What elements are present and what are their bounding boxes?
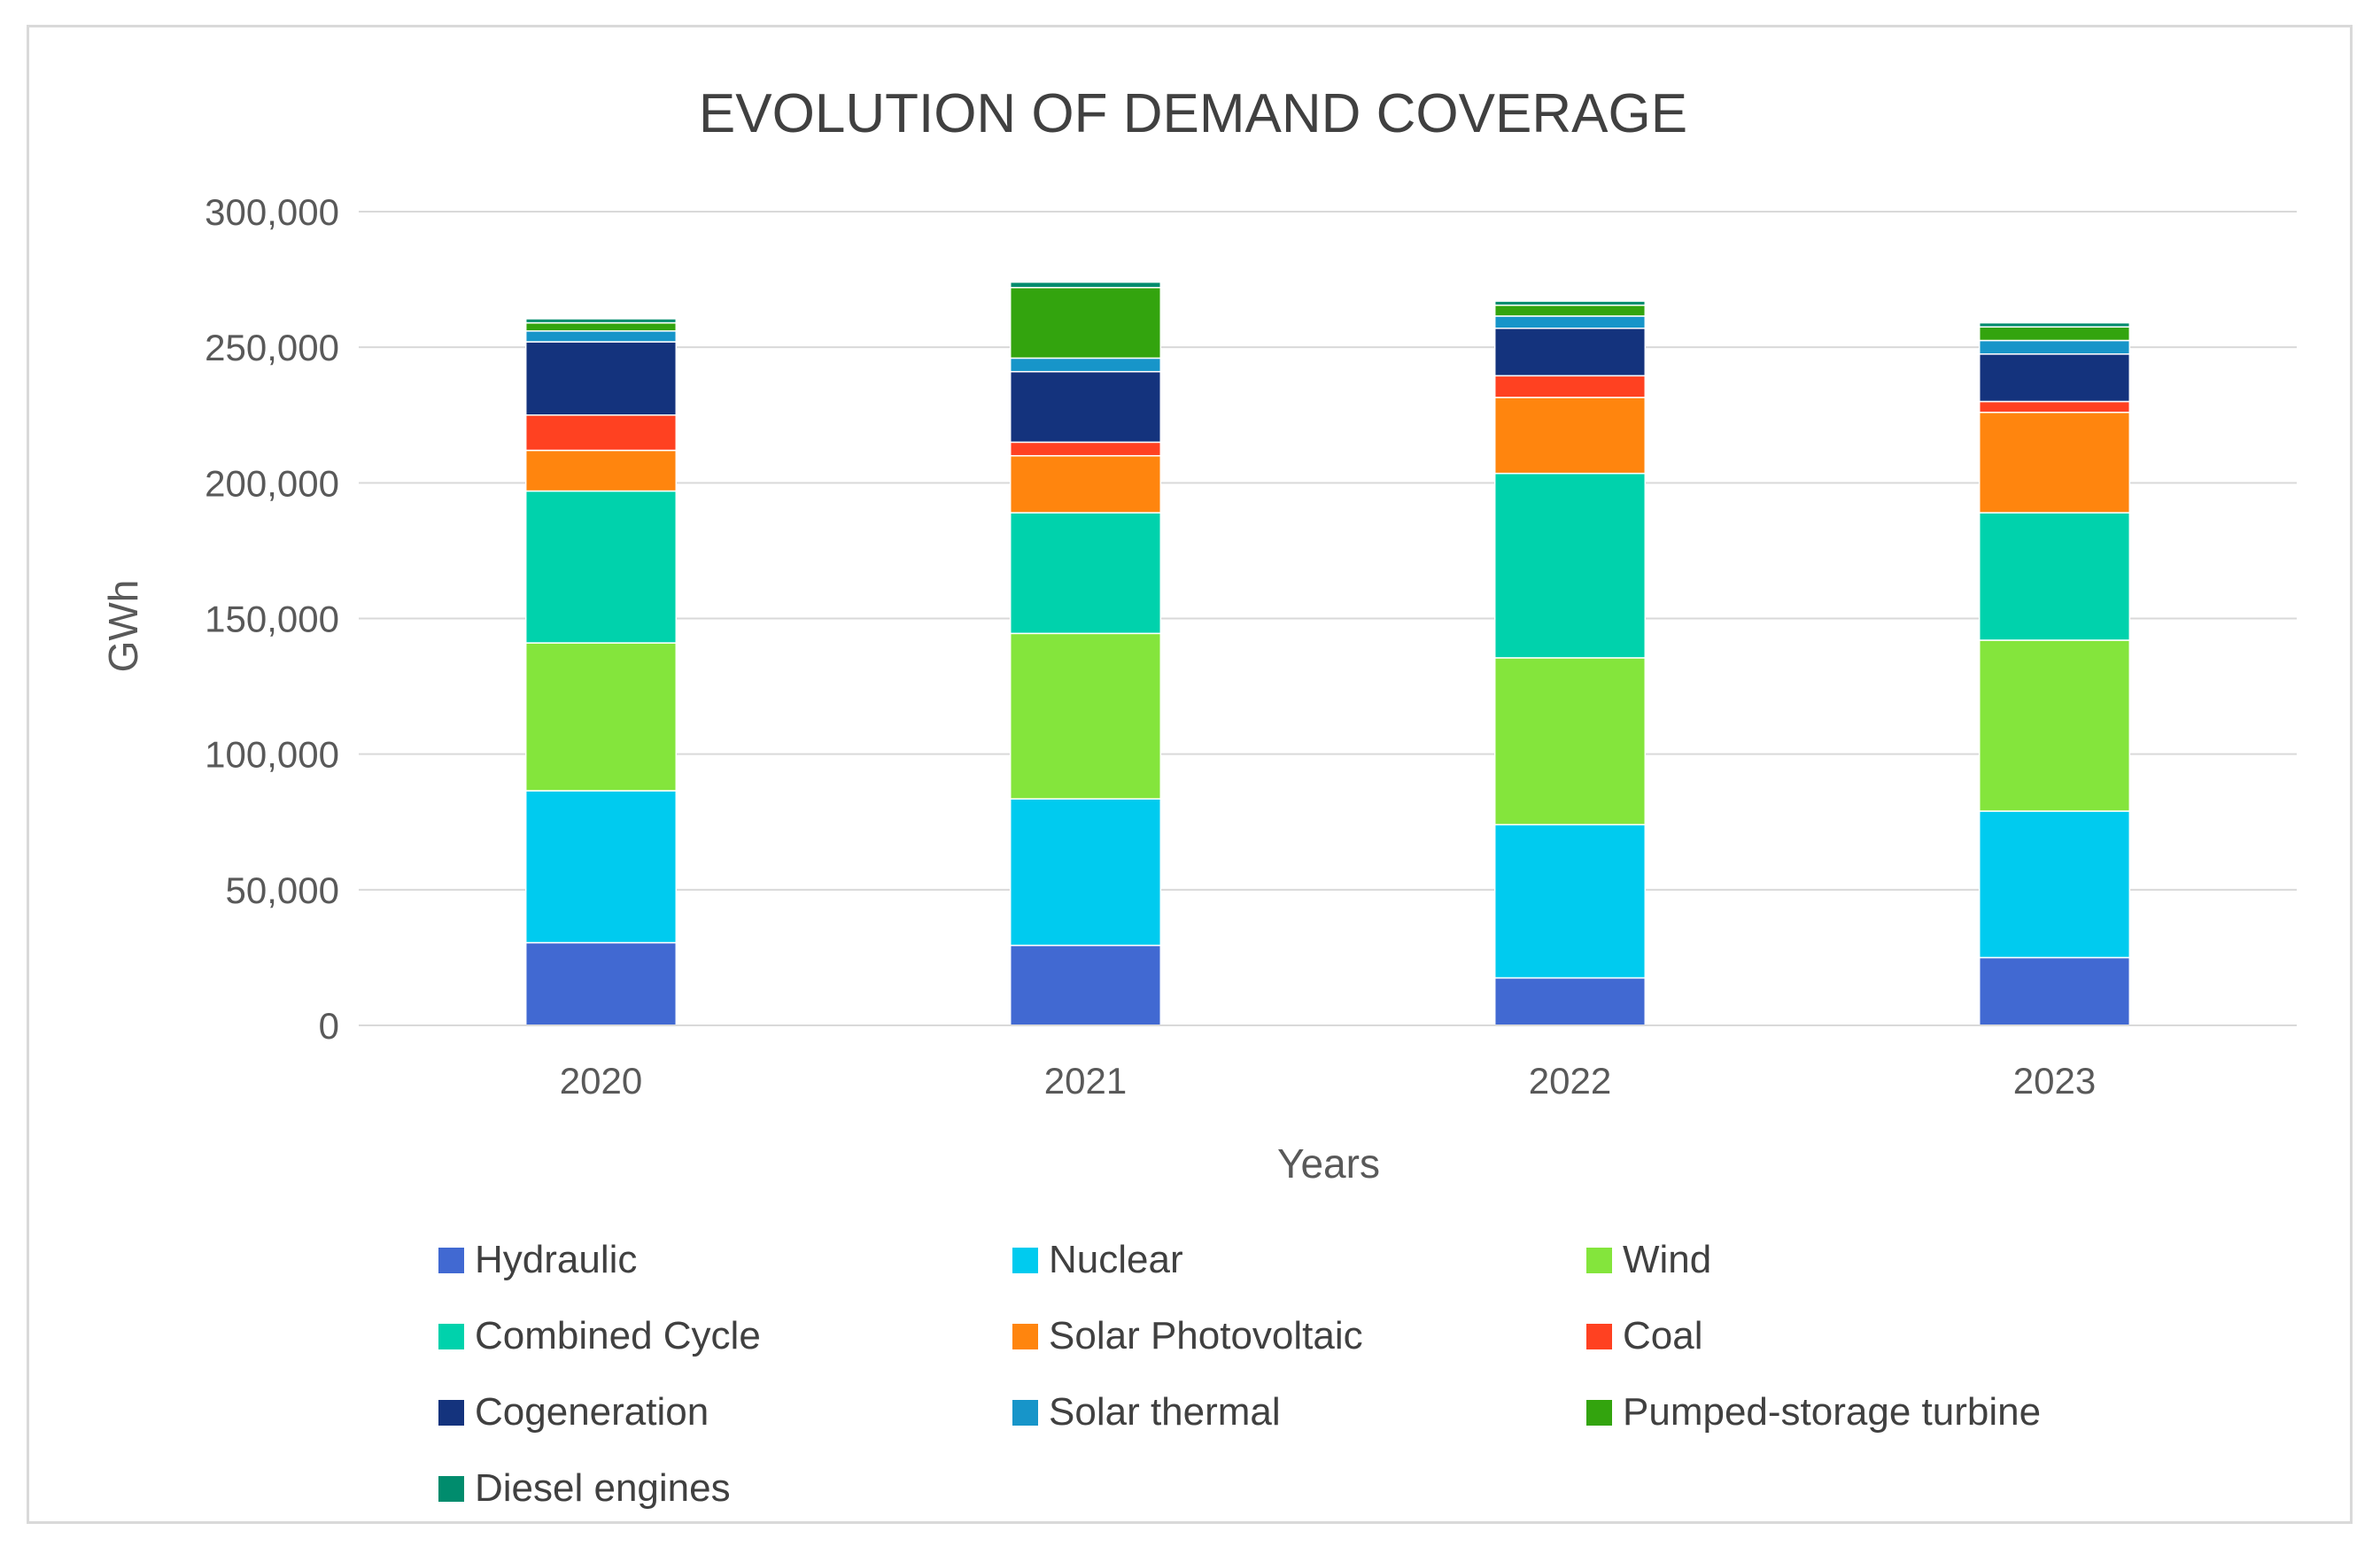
- legend-item-combined-cycle: Combined Cycle: [438, 1310, 761, 1363]
- bar-segment-nuclear-2021: [1009, 798, 1162, 947]
- legend-item-wind: Wind: [1586, 1233, 1711, 1287]
- bar-segment-nuclear-2022: [1493, 823, 1647, 979]
- bar-segment-wind-2021: [1009, 632, 1162, 800]
- legend-item-diesel-engines: Diesel engines: [438, 1462, 731, 1515]
- bar-segment-wind-2022: [1493, 657, 1647, 826]
- legend-item-solar-photovoltaic: Solar Photovoltaic: [1012, 1310, 1363, 1363]
- legend-label: Solar Photovoltaic: [1049, 1314, 1363, 1357]
- x-axis-ticks: 2020 2021 2022 2023: [560, 1060, 2096, 1102]
- x-tick-label: 2022: [1529, 1060, 1611, 1102]
- legend-label: Hydraulic: [475, 1238, 638, 1281]
- y-tick-label: 100,000: [205, 734, 339, 776]
- legend-label: Diesel engines: [475, 1466, 731, 1510]
- legend-swatch: [438, 1399, 464, 1426]
- legend-item-cogeneration: Cogeneration: [438, 1386, 709, 1439]
- bar-segment-nuclear-2020: [524, 790, 678, 944]
- bar-segment-pumped-storage-turbine-2023: [1978, 326, 2131, 342]
- x-tick-label: 2023: [2013, 1060, 2096, 1102]
- bar-segment-solar-photovoltaic-2023: [1978, 411, 2131, 514]
- chart-title: EVOLUTION OF DEMAND COVERAGE: [699, 83, 1687, 144]
- bar-segment-solar-thermal-2022: [1493, 315, 1647, 329]
- legend-item-nuclear: Nuclear: [1012, 1233, 1183, 1287]
- bar-segment-solar-thermal-2021: [1009, 357, 1162, 373]
- legend-label: Wind: [1623, 1238, 1712, 1281]
- bar-segment-coal-2020: [524, 414, 678, 452]
- legend-swatch: [1012, 1247, 1038, 1273]
- legend-swatch: [1586, 1399, 1612, 1426]
- bar-segment-diesel-engines-2020: [524, 318, 678, 324]
- y-tick-label: 200,000: [205, 462, 339, 504]
- bar-segment-solar-photovoltaic-2020: [524, 449, 678, 492]
- y-axis-ticks: 0 50,000 100,000 150,000 200,000 250,000 300,0…: [205, 191, 339, 1047]
- y-tick-label: 250,000: [205, 327, 339, 368]
- bar-segment-diesel-engines-2023: [1978, 321, 2131, 328]
- legend-label: Pumped-storage turbine: [1623, 1390, 2042, 1434]
- legend-item-solar-thermal: Solar thermal: [1012, 1386, 1281, 1439]
- x-tick-label: 2020: [560, 1060, 642, 1102]
- bar-segment-pumped-storage-turbine-2020: [524, 321, 678, 332]
- x-tick-label: 2021: [1044, 1060, 1127, 1102]
- bar-segment-cogeneration-2020: [524, 341, 678, 416]
- bar-segment-cogeneration-2022: [1493, 327, 1647, 377]
- bar-segment-wind-2023: [1978, 639, 2131, 812]
- bar-segment-hydraulic-2023: [1978, 956, 2131, 1026]
- legend-label: Solar thermal: [1049, 1390, 1281, 1434]
- x-axis-label: Years: [1277, 1140, 1380, 1187]
- bar-segment-pumped-storage-turbine-2021: [1009, 287, 1162, 360]
- legend-swatch: [438, 1475, 464, 1502]
- bar-segment-solar-thermal-2023: [1978, 339, 2131, 355]
- bar-segment-nuclear-2023: [1978, 810, 2131, 959]
- bar-segment-diesel-engines-2022: [1493, 300, 1647, 306]
- bar-segment-combined-cycle-2021: [1009, 512, 1162, 635]
- bar-segment-solar-thermal-2020: [524, 330, 678, 343]
- bar-segment-hydraulic-2020: [524, 941, 678, 1026]
- legend-swatch: [438, 1247, 464, 1273]
- y-tick-label: 0: [319, 1005, 339, 1047]
- legend-item-pumped-storage-turbine: Pumped-storage turbine: [1586, 1386, 2041, 1439]
- bar-segment-hydraulic-2021: [1009, 944, 1162, 1026]
- legend-swatch: [1012, 1323, 1038, 1349]
- legend-swatch: [1586, 1323, 1612, 1349]
- y-tick-label: 300,000: [205, 191, 339, 233]
- bar-segment-diesel-engines-2021: [1009, 281, 1162, 289]
- legend-item-coal: Coal: [1586, 1310, 1703, 1363]
- chart-svg: EVOLUTION OF DEMAND COVERAGE 0 50,000 100,…: [100, 83, 2297, 1187]
- chart-frame: EVOLUTION OF DEMAND COVERAGE 0 50,000 100,…: [27, 25, 2353, 1524]
- bar-segment-coal-2023: [1978, 400, 2131, 414]
- bar-segment-cogeneration-2021: [1009, 370, 1162, 444]
- bar-segment-hydraulic-2022: [1493, 977, 1647, 1026]
- legend-swatch: [1012, 1399, 1038, 1426]
- bar-segment-wind-2020: [524, 642, 678, 792]
- bars: [359, 281, 2297, 1026]
- legend-label: Nuclear: [1049, 1238, 1183, 1281]
- legend-label: Cogeneration: [475, 1390, 709, 1434]
- bar-segment-coal-2021: [1009, 441, 1162, 457]
- bar-segment-pumped-storage-turbine-2022: [1493, 304, 1647, 317]
- gridlines: [359, 211, 2297, 1026]
- bar-segment-combined-cycle-2020: [524, 490, 678, 644]
- legend-label: Combined Cycle: [475, 1314, 761, 1357]
- bar-segment-solar-photovoltaic-2021: [1009, 454, 1162, 514]
- y-tick-label: 150,000: [205, 599, 339, 640]
- legend-swatch: [1586, 1247, 1612, 1273]
- y-tick-label: 50,000: [226, 870, 339, 911]
- legend-swatch: [438, 1323, 464, 1349]
- bar-segment-combined-cycle-2023: [1978, 512, 2131, 641]
- bar-segment-solar-photovoltaic-2022: [1493, 397, 1647, 475]
- y-axis-label: GWh: [100, 580, 146, 673]
- bar-segment-combined-cycle-2022: [1493, 472, 1647, 659]
- bar-segment-coal-2022: [1493, 375, 1647, 398]
- bar-segment-cogeneration-2023: [1978, 353, 2131, 403]
- legend-label: Coal: [1623, 1314, 1703, 1357]
- legend-item-hydraulic: Hydraulic: [438, 1233, 637, 1287]
